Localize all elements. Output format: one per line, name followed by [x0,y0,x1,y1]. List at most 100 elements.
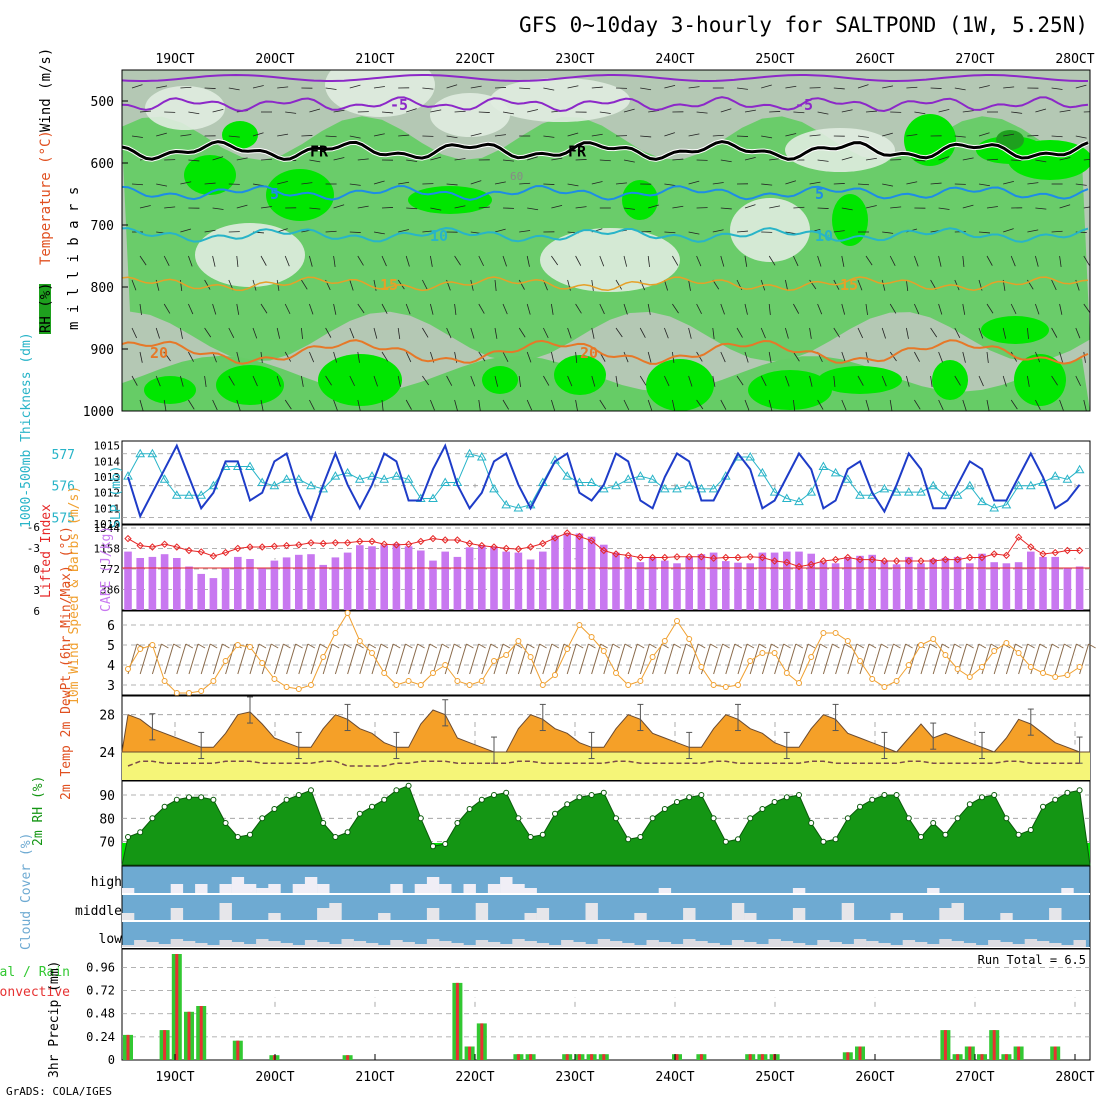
precip-bar-convective [199,1006,203,1060]
wind-barb-10m [664,643,675,675]
wind-barb [1002,327,1007,339]
cloud-mid-fill [475,903,489,921]
cloud-low-fill [451,943,464,948]
cloud-high-fill [170,884,184,894]
lifted-index-marker [368,537,376,546]
wind-barb-10m [737,643,748,675]
rh2m-marker [1064,789,1071,796]
wind-barb [381,255,387,267]
wind-barb [672,255,679,266]
cloud-low-fill [1061,945,1074,948]
wind-barb-10m [1042,643,1053,675]
lifted-index-marker [197,548,205,556]
cloud-low-fill [378,945,391,948]
thickness-marker [391,471,402,480]
wind-barb [373,327,378,339]
rh-dry-pocket [730,198,810,262]
thickness-marker [623,474,634,483]
cape-bar [868,554,876,610]
thickness-marker [696,483,707,493]
cape-bar [417,550,425,610]
lifted-index-marker [892,557,901,565]
wind-barb [397,327,401,339]
rh-moist-cell [216,365,284,405]
wind-barb [833,375,836,387]
wind-barb-10m [420,643,431,675]
cape-bar [917,563,925,610]
lifted-index-marker [502,544,510,553]
wind-barb [865,157,877,161]
wind-barb [857,375,864,386]
thickness-marker [769,487,780,496]
precip-bar-convective [565,1054,569,1060]
temp-tick-label: 24 [99,746,115,761]
wind-barb [906,181,918,185]
wind-barb [962,204,974,209]
rh-moist-core [996,130,1024,150]
pressure-tick-label: 1000 [83,405,114,420]
wind-barb-10m [969,643,980,675]
isotherm-label: 5 [270,185,279,203]
wind-barb [518,327,526,338]
cape-bar [319,564,327,610]
lifted-index-marker [575,532,584,541]
wind-barb [188,351,194,362]
wind-barb [833,87,845,90]
wind-speed-marker [442,662,449,668]
cape-bar [966,563,974,610]
wind-barb [478,206,490,209]
wind-barb [785,375,790,387]
cape-bar [173,558,181,610]
thickness-marker [672,483,682,493]
wind-barb [309,108,321,113]
wind-speed-marker [1064,672,1071,678]
wind-barb [865,205,877,209]
cape-bar [929,559,937,610]
wind-barb-10m [161,643,169,649]
date-tick-label: 25OCT [755,1070,794,1085]
slp-tick-label: 1014 [94,455,121,468]
wind-barb [325,87,337,90]
wind-barb [591,327,595,339]
thickness-tick-label: 577 [52,448,75,463]
cloud-middle-label: middle [75,904,122,919]
wind-barb [736,230,748,233]
wind-barb [639,327,646,338]
thickness-marker [184,490,194,499]
wind-barb [906,86,918,89]
wind-barb [502,351,509,362]
wind-barb [1003,133,1015,137]
wind-tick-label: 5 [107,639,115,654]
wind-barb [284,399,292,410]
wind-speed-marker [686,636,693,642]
wind-barb [398,229,410,233]
wind-barb-10m [722,643,730,649]
wind-barb [188,255,193,267]
wind-barb [430,303,434,315]
wind-barb [139,205,151,209]
cloud-low-fill [731,940,745,948]
isotherm [122,339,1089,365]
wind-speed-marker [393,682,400,688]
date-tick-label: 24OCT [655,52,694,67]
precip-tick-label: 0 [108,1053,115,1067]
isotherm-label: 10 [815,227,833,245]
wind-barb [180,327,183,339]
wind-barb [599,111,611,114]
thickness-marker [330,471,341,480]
wind-barb-10m [1051,643,1060,649]
wind-barb-10m [225,643,236,675]
wind-barb-10m [575,643,584,649]
wind-barb [228,87,240,91]
rh2m-marker [466,806,473,812]
dewpoint-fill [122,752,1090,780]
wind-barb [1083,303,1090,314]
cape-bar [563,533,571,610]
wind-barb [889,255,896,266]
cape-bar [1075,566,1084,610]
rh2m-marker [234,834,241,840]
wind-barb [1002,375,1007,387]
wind-barb [333,109,345,113]
cloud-low-fill [158,944,171,948]
rh-moist-cell [904,114,956,166]
